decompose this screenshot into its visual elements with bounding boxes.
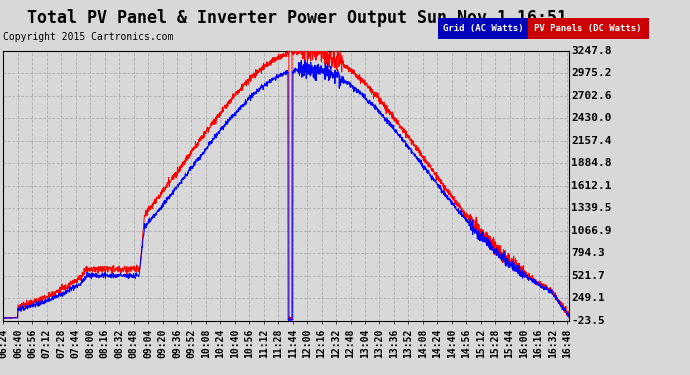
Text: 1612.1: 1612.1: [571, 181, 612, 190]
Text: Copyright 2015 Cartronics.com: Copyright 2015 Cartronics.com: [3, 32, 174, 42]
Text: 2975.2: 2975.2: [571, 68, 612, 78]
Text: 1339.5: 1339.5: [571, 203, 612, 213]
Text: Grid (AC Watts): Grid (AC Watts): [443, 24, 523, 33]
Text: 794.3: 794.3: [571, 248, 605, 258]
Text: 3247.8: 3247.8: [571, 46, 612, 56]
Text: 1066.9: 1066.9: [571, 226, 612, 236]
Text: 1884.8: 1884.8: [571, 158, 612, 168]
Text: PV Panels (DC Watts): PV Panels (DC Watts): [535, 24, 642, 33]
Text: Total PV Panel & Inverter Power Output Sun Nov 1 16:51: Total PV Panel & Inverter Power Output S…: [27, 9, 566, 27]
Text: 521.7: 521.7: [571, 271, 605, 280]
Text: 2702.6: 2702.6: [571, 91, 612, 101]
Text: 249.1: 249.1: [571, 293, 605, 303]
Text: 2430.0: 2430.0: [571, 113, 612, 123]
Text: 2157.4: 2157.4: [571, 136, 612, 146]
Text: -23.5: -23.5: [571, 316, 605, 326]
